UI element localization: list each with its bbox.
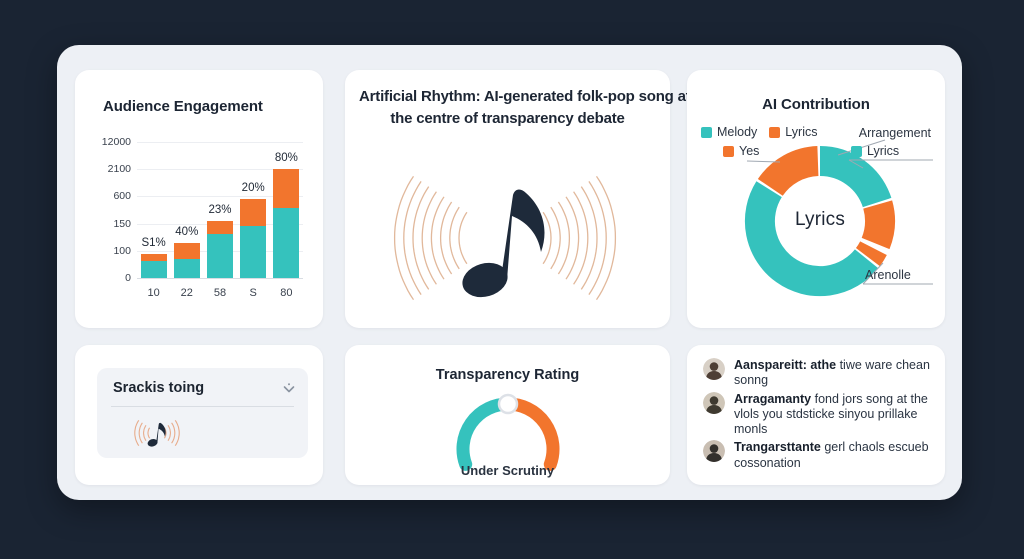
bar: [273, 169, 300, 278]
comment-text: Arragamanty fond jors song at the vlols …: [734, 391, 928, 437]
callout-label: Arenolle: [865, 268, 911, 282]
bar-value-label: S1%: [141, 237, 166, 250]
headline-title: Artificial Rhythm: AI-generated folk-pop…: [359, 86, 691, 130]
bar: [173, 243, 200, 278]
contribution-title: AI Contribution: [762, 96, 870, 113]
bar-value-label: 80%: [274, 152, 298, 165]
x-tick-label: 58: [213, 287, 227, 299]
callout-lyrics: Lyrics: [851, 144, 899, 158]
callout-label: Yes: [739, 144, 760, 158]
gauge-title: Transparency Rating: [435, 367, 580, 383]
headline-line-2: the centre of transparency debate: [390, 109, 625, 127]
card-transparency-rating: Transparency Rating Under Scrutiny: [345, 345, 670, 485]
card-ai-contribution: AI Contribution Melody Lyrics Arrangemen…: [687, 70, 945, 328]
bar: [140, 254, 167, 278]
comment-text: Trangarsttante gerl chaols escueb cosson…: [734, 440, 929, 470]
headline-line-1: Artificial Rhythm: AI-generated folk-pop…: [359, 88, 691, 105]
contribution-donut-chart: [744, 139, 933, 297]
gridline: [137, 196, 303, 198]
x-tick-label: 22: [180, 287, 193, 299]
bar: [240, 199, 267, 278]
engagement-title: Audience Engagement: [103, 98, 263, 115]
donut-center-label: Lyrics: [794, 209, 846, 230]
lyrics-swatch-icon: [769, 126, 781, 138]
chevron-down-icon: [283, 383, 295, 393]
list-item: Aanspareitt: athe tiwe ware chean sonng: [703, 358, 933, 389]
y-tick-label: 12000: [101, 136, 131, 148]
yes-swatch-icon: [723, 145, 734, 157]
transparency-gauge: [456, 393, 560, 471]
legend-item-melody: Melody: [701, 125, 757, 139]
y-tick-label: 600: [113, 190, 131, 203]
legend-item-lyrics: Lyrics: [769, 125, 817, 139]
donut-legend: Melody Lyrics: [701, 125, 817, 139]
lyrics2-swatch-icon: [851, 145, 862, 157]
gridline: [137, 169, 303, 171]
y-tick-label: 0: [125, 272, 131, 284]
bar: [207, 221, 233, 278]
gauge-status: Under Scrutiny: [460, 463, 555, 478]
callout-arenolle: Arenolle: [865, 268, 911, 282]
music-note-soundwaves-icon: [393, 175, 617, 301]
list-item: Arragamanty fond jors song at the vlols …: [703, 391, 933, 438]
card-comments: Aanspareitt: athe tiwe ware chean sonng …: [687, 345, 945, 485]
y-tick-label: 100: [113, 244, 131, 257]
comment-text: Aanspareitt: athe tiwe ware chean sonng: [734, 358, 930, 388]
y-tick-label: 2100: [107, 163, 131, 176]
track-selector-dropdown[interactable]: Srackis toing: [97, 368, 308, 458]
legend-label: Lyrics: [785, 125, 818, 139]
x-tick-label: S: [249, 287, 257, 299]
callout-label: Arrangement: [858, 126, 931, 140]
x-tick-label: 80: [280, 287, 293, 299]
engagement-bar-chart: 12000 2100 600 150 100 0 S1% 10 40% 22 23% 58 20% S 80…: [93, 136, 309, 310]
bar-value-label: 23%: [208, 204, 232, 217]
bar-value-label: 40%: [175, 226, 199, 239]
avatar: [703, 391, 725, 414]
bar-value-label: 20%: [241, 182, 265, 195]
callout-arrangement: Arrangement: [859, 126, 931, 140]
y-tick-label: 150: [113, 217, 131, 230]
gridline: [137, 142, 303, 143]
card-headline: Artificial Rhythm: AI-generated folk-pop…: [345, 70, 691, 328]
card-track-selector: Srackis toing: [75, 345, 323, 485]
divider: [111, 406, 294, 407]
gridline: [137, 278, 303, 279]
avatar: [703, 440, 725, 463]
melody-swatch-icon: [701, 126, 712, 138]
x-tick-label: 10: [147, 287, 160, 299]
avatar: [703, 358, 725, 380]
callout-yes: Yes: [723, 144, 759, 158]
list-item: Trangarsttante gerl chaols escueb cosson…: [703, 440, 933, 471]
callout-label: Lyrics: [867, 144, 900, 158]
mini-music-note-icon: [134, 419, 180, 447]
comments-list: Aanspareitt: athe tiwe ware chean sonng …: [703, 358, 933, 471]
dropdown-selected-value: Srackis toing: [113, 380, 205, 396]
card-audience-engagement: Audience Engagement 12000 2100 600 150 100 0 S…: [75, 70, 323, 328]
legend-label: Melody: [717, 125, 758, 139]
dashboard-panel: Audience Engagement 12000 2100 600 150 100 0 S…: [57, 45, 962, 500]
